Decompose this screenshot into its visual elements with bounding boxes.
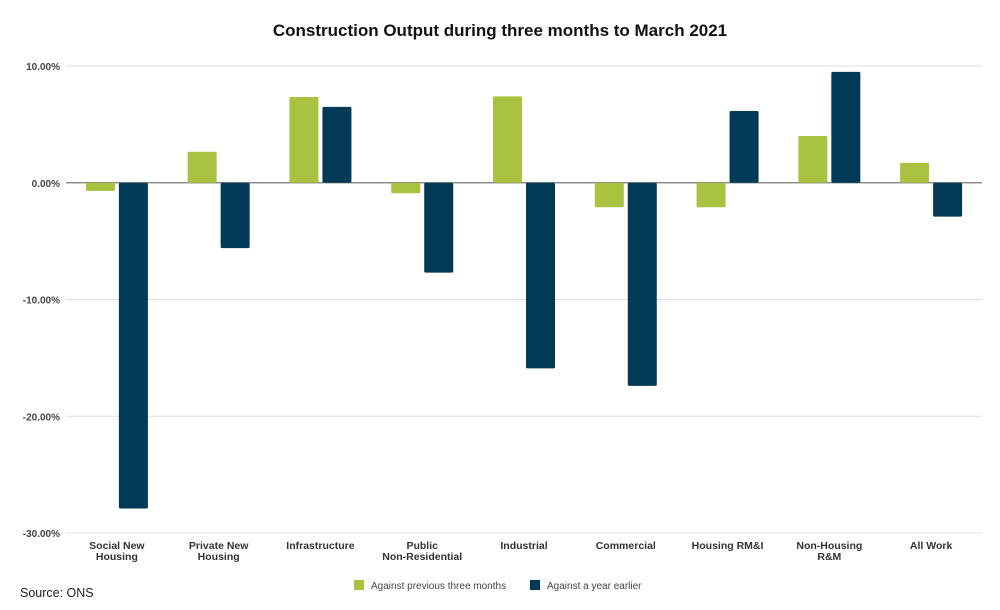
category-label: R&M (817, 551, 841, 563)
bar-year-earlier (322, 106, 352, 183)
bar-previous-three-months (85, 182, 115, 191)
bar-year-earlier (933, 182, 963, 217)
category-label: Housing RM&I (692, 540, 764, 552)
category-label: Commercial (596, 540, 656, 552)
bar-previous-three-months (696, 182, 726, 208)
legend-swatch (530, 580, 540, 590)
bar-previous-three-months (391, 182, 421, 194)
bar-year-earlier (424, 182, 454, 273)
bar-year-earlier (118, 182, 148, 509)
y-tick-label: 0.00% (32, 179, 60, 190)
chart-title: Construction Output during three months … (273, 21, 727, 40)
category-label: Infrastructure (286, 540, 354, 552)
category-label: Industrial (500, 540, 547, 552)
y-tick-label: -30.00% (23, 529, 60, 540)
category-label: Housing (198, 551, 240, 563)
bar-previous-three-months (289, 96, 319, 183)
category-label: Social New (89, 540, 145, 552)
y-tick-label: -10.00% (23, 296, 60, 307)
bar-previous-three-months (594, 182, 624, 208)
bar-previous-three-months (187, 151, 217, 183)
bar-year-earlier (729, 110, 759, 183)
bar-previous-three-months (900, 162, 930, 183)
bar-previous-three-months (798, 136, 828, 183)
y-tick-label: 10.00% (26, 62, 60, 73)
category-label: Public (406, 540, 438, 552)
category-label: Private New (189, 540, 249, 552)
legend-label: Against a year earlier (547, 581, 642, 592)
category-label: Housing (96, 551, 138, 563)
bar-year-earlier (831, 71, 861, 183)
bar-year-earlier (627, 182, 657, 386)
legend-label: Against previous three months (371, 581, 506, 592)
category-label: Non-Residential (382, 551, 462, 563)
category-label: All Work (910, 540, 953, 552)
source-note: Source: ONS (20, 586, 94, 600)
y-tick-label: -20.00% (23, 412, 60, 423)
bar-previous-three-months (493, 96, 522, 183)
legend-swatch (354, 580, 364, 590)
bar-year-earlier (220, 182, 250, 249)
bar-year-earlier (526, 182, 555, 369)
category-label: Non-Housing (796, 540, 862, 552)
